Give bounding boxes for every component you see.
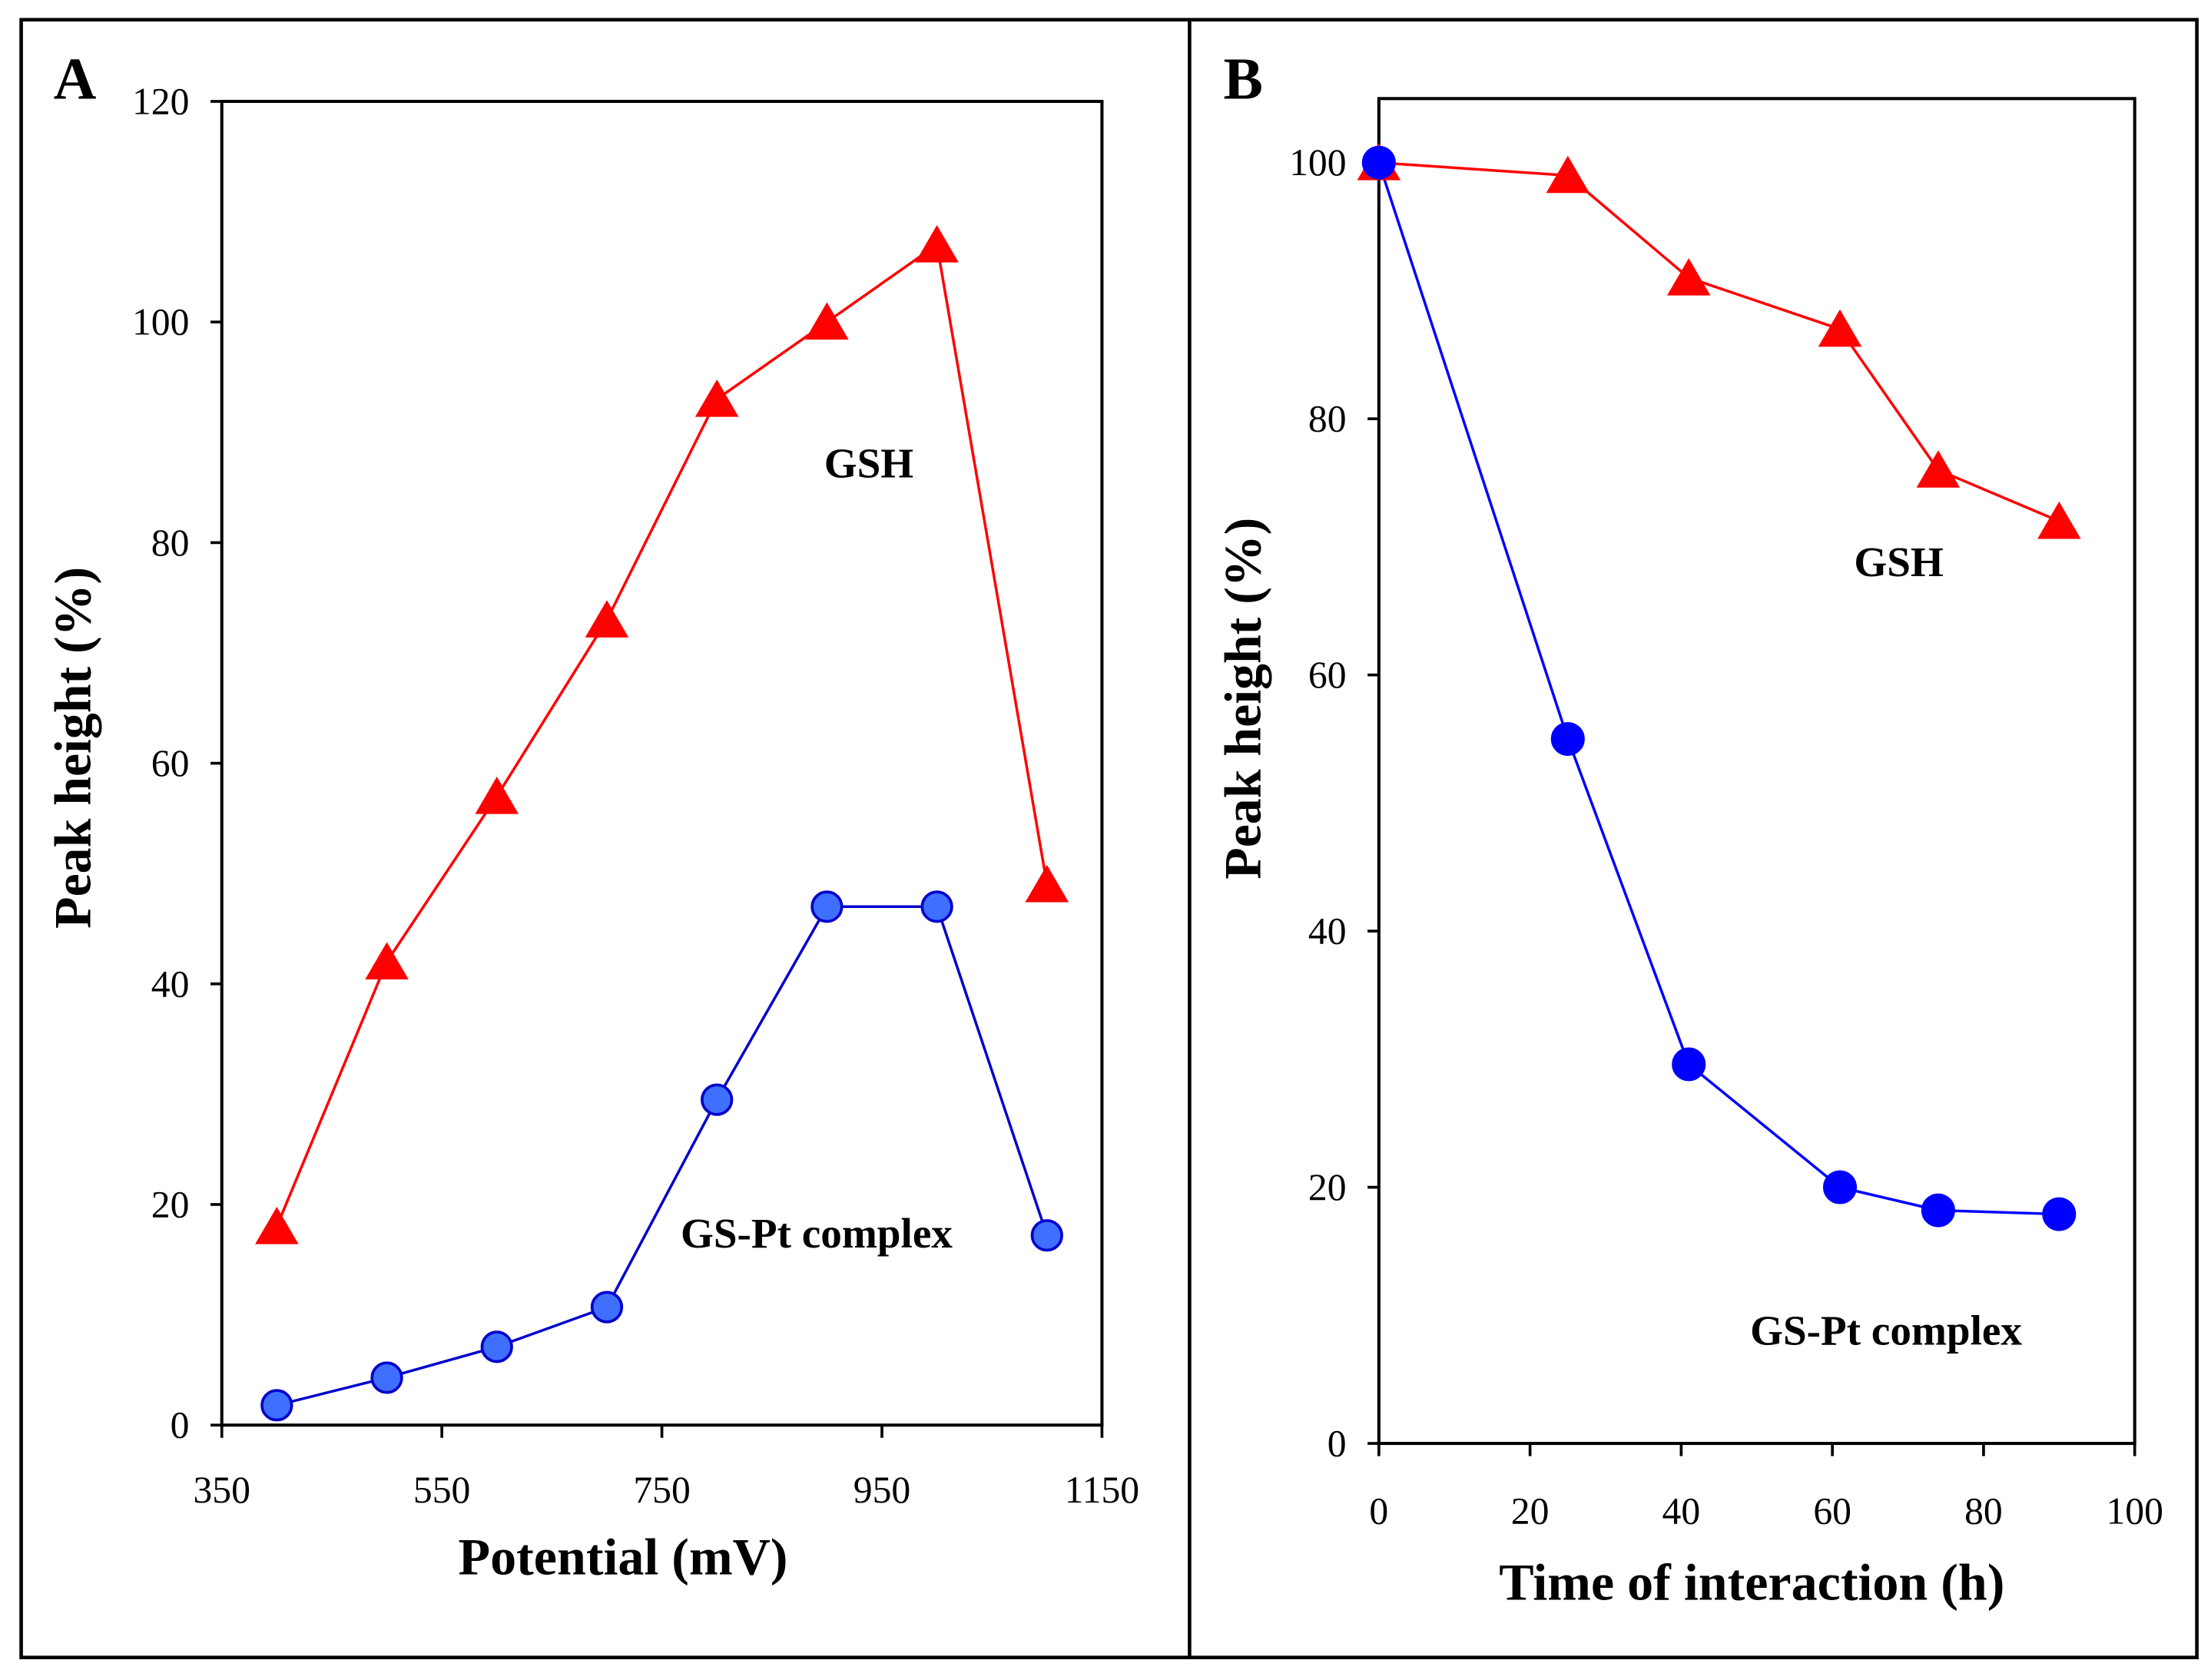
x-tick-label: 80 [1964,1490,2003,1533]
gs-pt-complex-marker [2042,1197,2077,1231]
gsh-marker [1818,309,1862,347]
y-tick-label: 100 [132,301,189,343]
gsh-marker [2037,501,2081,539]
y-tick-label: 60 [151,742,190,784]
series-label-gs-pt-complex: GS-Pt complex [1750,1307,2022,1354]
gs-pt-complex-marker [370,1361,403,1394]
x-tick-label: 750 [633,1469,690,1511]
y-tick-label: 20 [151,1184,190,1226]
series-label-gsh: GSH [1854,538,1944,585]
gsh-marker [365,942,409,979]
y-tick-label: 0 [171,1404,190,1446]
y-axis-label: Peak height (%) [44,567,102,929]
y-tick-label: 40 [1308,910,1347,953]
y-tick-label: 120 [132,81,189,123]
y-tick-label: 20 [1308,1166,1347,1208]
gs-pt-complex-marker [920,890,953,923]
gsh-marker [475,777,519,814]
gsh-marker [694,379,739,417]
y-tick-label: 60 [1308,654,1347,696]
gsh-marker [1666,258,1711,296]
x-tick-label: 40 [1662,1490,1701,1533]
x-tick-label: 0 [1369,1490,1388,1533]
x-tick-label: 20 [1511,1490,1550,1533]
gsh-marker [585,600,629,638]
gsh-marker [915,225,959,263]
y-tick-label: 0 [1328,1423,1347,1465]
x-tick-label: 350 [193,1469,250,1511]
gs-pt-complex-marker [1361,145,1396,180]
x-tick-label: 950 [854,1469,910,1511]
x-tick-label: 1150 [1065,1469,1139,1511]
gs-pt-complex-marker [1921,1193,1955,1228]
gsh-line [1378,161,2060,523]
y-tick-label: 40 [151,963,190,1005]
panel-a: A Peak height (%) Potential (mV) GSH GS-… [44,45,1140,1586]
gs-pt-complex-line [1377,162,2060,1216]
plot-frame [1377,97,2136,1446]
y-tick-label: 100 [1289,141,1346,184]
y-tick-label: 80 [151,522,190,564]
gs-pt-complex-marker [1672,1047,1706,1082]
gs-pt-complex-marker [1550,721,1585,756]
x-tick-label: 60 [1813,1490,1851,1533]
gsh-marker [1916,450,1961,488]
gsh-marker [1546,155,1590,194]
gs-pt-complex-marker [701,1083,734,1116]
x-tick-label: 100 [2106,1490,2163,1533]
gs-pt-complex-marker [260,1389,293,1422]
gsh-marker [255,1207,299,1244]
y-axis-label: Peak height (%) [1213,518,1271,880]
series-label-gsh: GSH [824,440,914,487]
gs-pt-complex-marker [590,1291,624,1324]
gs-pt-complex-marker [480,1330,513,1364]
gs-pt-complex-marker [1030,1219,1063,1252]
x-axis-label: Time of interaction (h) [1499,1553,2004,1612]
panel-label-b: B [1224,45,1264,111]
outer-frame [19,18,2199,1659]
y-tick-label: 80 [1308,398,1347,440]
gsh-marker [805,302,849,340]
gs-pt-complex-line [276,905,1049,1407]
gs-pt-complex-marker [1822,1170,1858,1204]
panel-label-a: A [54,45,97,111]
gs-pt-complex-marker [810,890,844,923]
series-label-gs-pt-complex: GS-Pt complex [681,1210,953,1257]
x-tick-label: 550 [413,1469,470,1511]
gsh-marker [1025,864,1069,903]
panel-b: B Peak height (%) Time of interaction (h… [1213,45,2163,1611]
x-axis-label: Potential (mV) [459,1528,788,1586]
